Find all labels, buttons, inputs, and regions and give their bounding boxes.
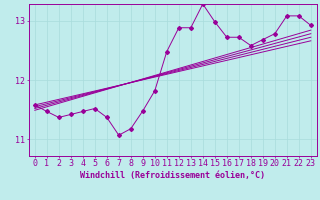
X-axis label: Windchill (Refroidissement éolien,°C): Windchill (Refroidissement éolien,°C) — [80, 171, 265, 180]
